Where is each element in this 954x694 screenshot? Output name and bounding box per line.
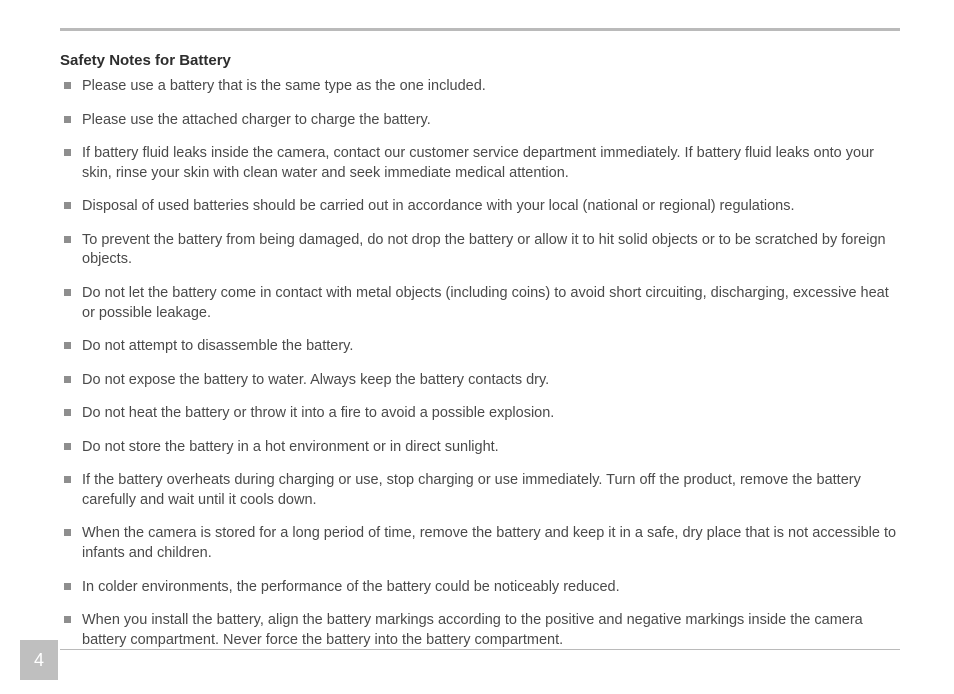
list-item: Do not store the battery in a hot enviro… bbox=[60, 438, 900, 458]
content-block: Safety Notes for Battery Please use a ba… bbox=[60, 52, 900, 664]
list-item: Please use the attached charger to charg… bbox=[60, 111, 900, 131]
bottom-rule bbox=[60, 649, 900, 650]
list-item: Do not let the battery come in contact w… bbox=[60, 284, 900, 323]
list-item: To prevent the battery from being damage… bbox=[60, 231, 900, 270]
list-item: When you install the battery, align the … bbox=[60, 611, 900, 650]
section-heading: Safety Notes for Battery bbox=[60, 52, 900, 69]
list-item: In colder environments, the performance … bbox=[60, 578, 900, 598]
list-item: If battery fluid leaks inside the camera… bbox=[60, 144, 900, 183]
bullet-list: Please use a battery that is the same ty… bbox=[60, 77, 900, 650]
list-item: Do not expose the battery to water. Alwa… bbox=[60, 371, 900, 391]
manual-page: Safety Notes for Battery Please use a ba… bbox=[0, 0, 954, 694]
list-item: Do not heat the battery or throw it into… bbox=[60, 404, 900, 424]
list-item: When the camera is stored for a long per… bbox=[60, 524, 900, 563]
list-item: Disposal of used batteries should be car… bbox=[60, 197, 900, 217]
page-number-box: 4 bbox=[20, 640, 58, 680]
list-item: If the battery overheats during charging… bbox=[60, 471, 900, 510]
list-item: Do not attempt to disassemble the batter… bbox=[60, 337, 900, 357]
page-number: 4 bbox=[34, 650, 44, 671]
list-item: Please use a battery that is the same ty… bbox=[60, 77, 900, 97]
top-rule bbox=[60, 28, 900, 31]
